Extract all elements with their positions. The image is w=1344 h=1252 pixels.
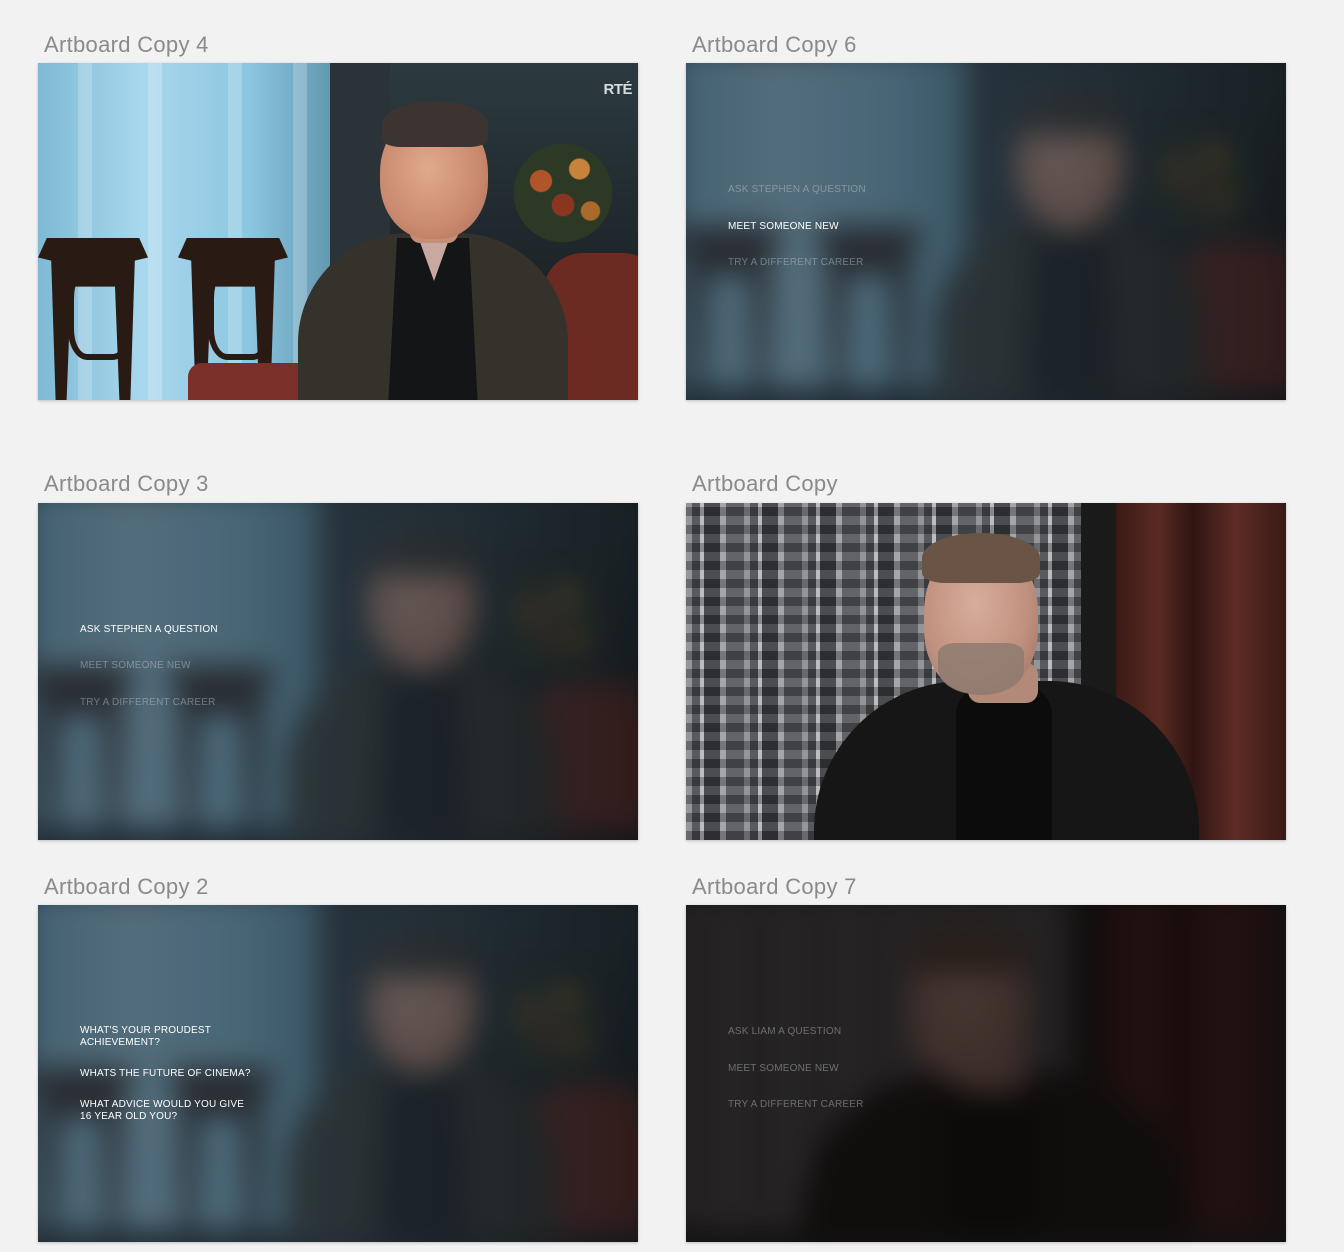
artboard-copy[interactable] — [686, 503, 1286, 840]
artboard-copy-6[interactable]: ASK STEPHEN A QUESTION MEET SOMEONE NEW … — [686, 63, 1286, 400]
artboard-title-copy-2[interactable]: Artboard Copy 2 — [44, 874, 209, 899]
question-proudest-achievement[interactable]: WHAT'S YOUR PROUDEST ACHIEVEMENT? — [80, 1025, 211, 1048]
artboard-copy-2[interactable]: WHAT'S YOUR PROUDEST ACHIEVEMENT? WHATS … — [38, 905, 638, 1242]
artboard-copy-3[interactable]: ASK STEPHEN A QUESTION MEET SOMEONE NEW … — [38, 503, 638, 840]
artboard-title-copy-6[interactable]: Artboard Copy 6 — [692, 32, 857, 57]
broadcaster-logo: RTÉ — [603, 81, 633, 98]
liam-video-frame — [686, 503, 1286, 840]
artboard-copy-4[interactable]: RTÉ — [38, 63, 638, 400]
question-future-of-cinema[interactable]: WHATS THE FUTURE OF CINEMA? — [80, 1068, 251, 1079]
question-advice-16-year-old[interactable]: WHAT ADVICE WOULD YOU GIVE 16 YEAR OLD Y… — [80, 1099, 245, 1122]
artboard-title-copy-3[interactable]: Artboard Copy 3 — [44, 471, 209, 496]
artboard-title-copy-4[interactable]: Artboard Copy 4 — [44, 32, 209, 57]
menu-item-ask-question[interactable]: ASK STEPHEN A QUESTION — [728, 184, 866, 195]
menu-item-try-different-career[interactable]: TRY A DIFFERENT CAREER — [728, 1099, 864, 1110]
artboard-copy-7[interactable]: ASK LIAM A QUESTION MEET SOMEONE NEW TRY… — [686, 905, 1286, 1242]
menu-item-ask-question[interactable]: ASK STEPHEN A QUESTION — [80, 624, 218, 635]
artboard-title-copy[interactable]: Artboard Copy — [692, 471, 838, 496]
artboard-title-copy-7[interactable]: Artboard Copy 7 — [692, 874, 857, 899]
menu-item-try-different-career[interactable]: TRY A DIFFERENT CAREER — [80, 697, 216, 708]
menu-item-try-different-career[interactable]: TRY A DIFFERENT CAREER — [728, 257, 864, 268]
menu-item-meet-someone-new[interactable]: MEET SOMEONE NEW — [728, 1063, 839, 1074]
menu-item-ask-question[interactable]: ASK LIAM A QUESTION — [728, 1026, 842, 1037]
stephen-video-frame — [38, 63, 638, 400]
menu-item-meet-someone-new[interactable]: MEET SOMEONE NEW — [80, 660, 191, 671]
menu-item-meet-someone-new[interactable]: MEET SOMEONE NEW — [728, 221, 839, 232]
